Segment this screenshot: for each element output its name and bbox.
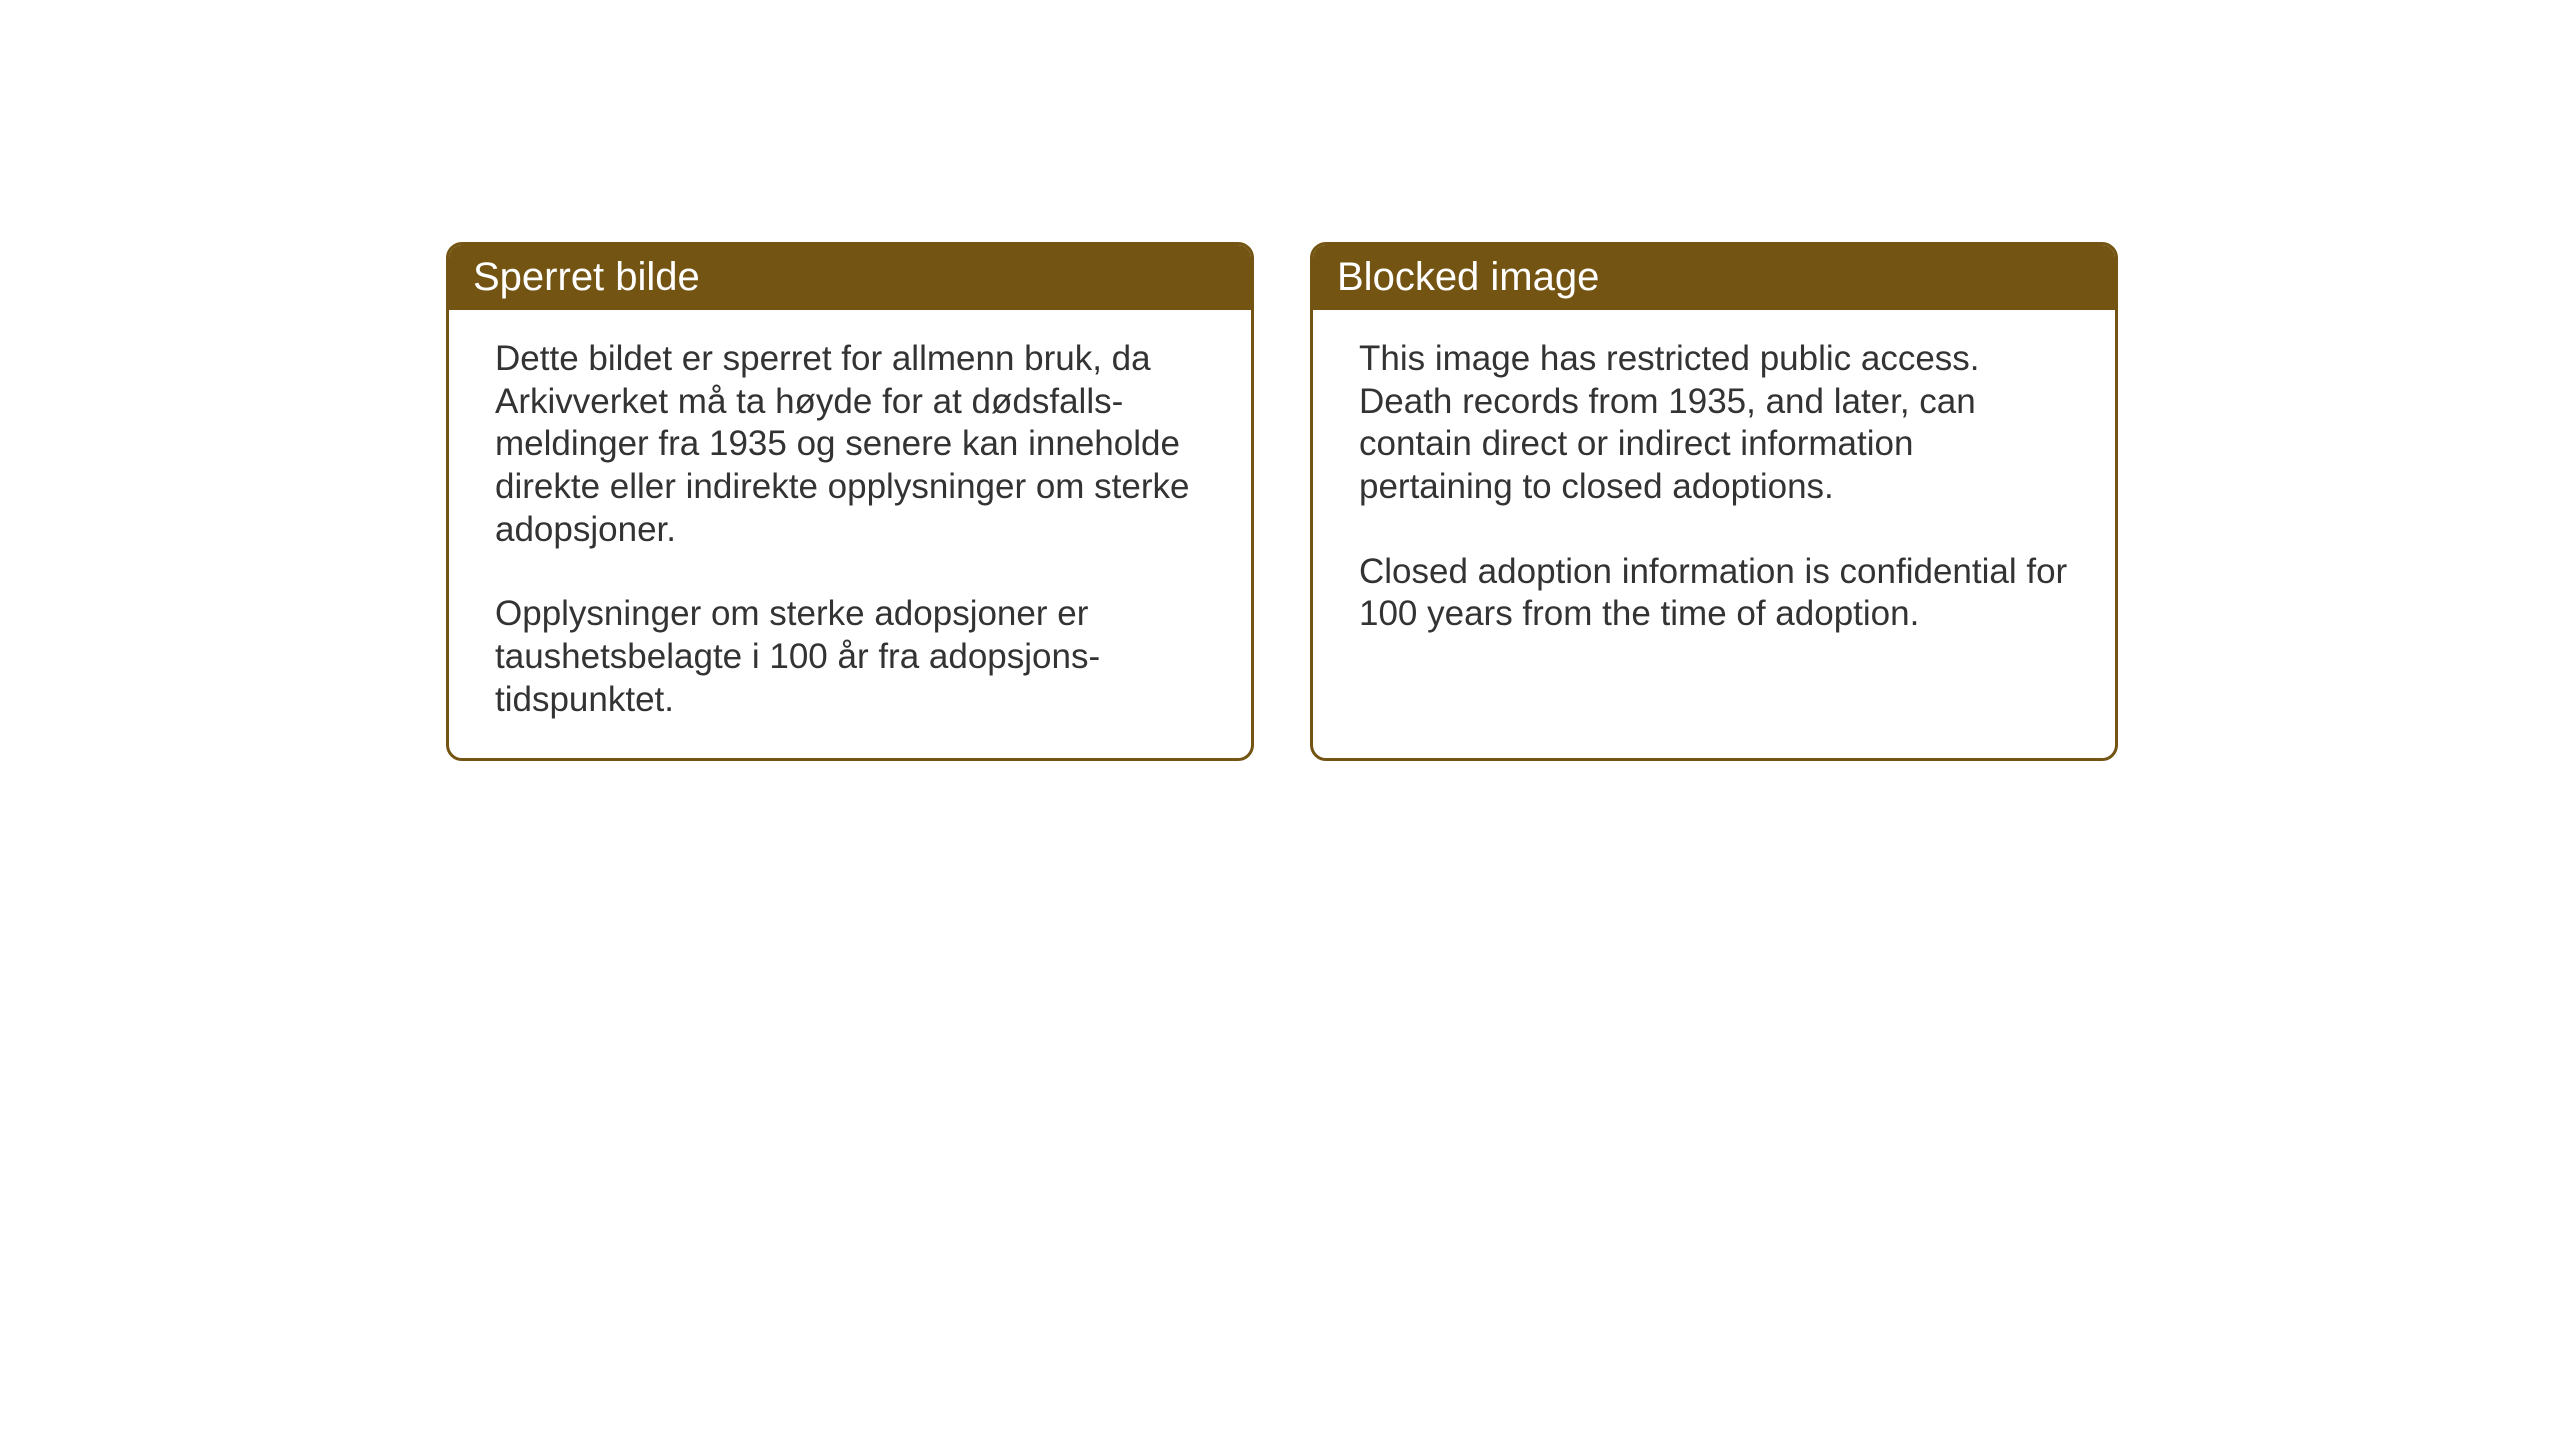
notice-container: Sperret bilde Dette bildet er sperret fo…	[446, 242, 2118, 761]
notice-paragraph-1-english: This image has restricted public access.…	[1359, 338, 2069, 509]
notice-title-english: Blocked image	[1337, 255, 1599, 299]
notice-paragraph-2-norwegian: Opplysninger om sterke adopsjoner er tau…	[495, 593, 1205, 721]
notice-box-english: Blocked image This image has restricted …	[1310, 242, 2118, 761]
notice-title-norwegian: Sperret bilde	[473, 255, 700, 299]
notice-box-norwegian: Sperret bilde Dette bildet er sperret fo…	[446, 242, 1254, 761]
notice-header-english: Blocked image	[1313, 245, 2115, 310]
notice-body-norwegian: Dette bildet er sperret for allmenn bruk…	[449, 310, 1251, 758]
notice-paragraph-2-english: Closed adoption information is confident…	[1359, 551, 2069, 636]
notice-paragraph-1-norwegian: Dette bildet er sperret for allmenn bruk…	[495, 338, 1205, 551]
notice-body-english: This image has restricted public access.…	[1313, 310, 2115, 750]
notice-header-norwegian: Sperret bilde	[449, 245, 1251, 310]
